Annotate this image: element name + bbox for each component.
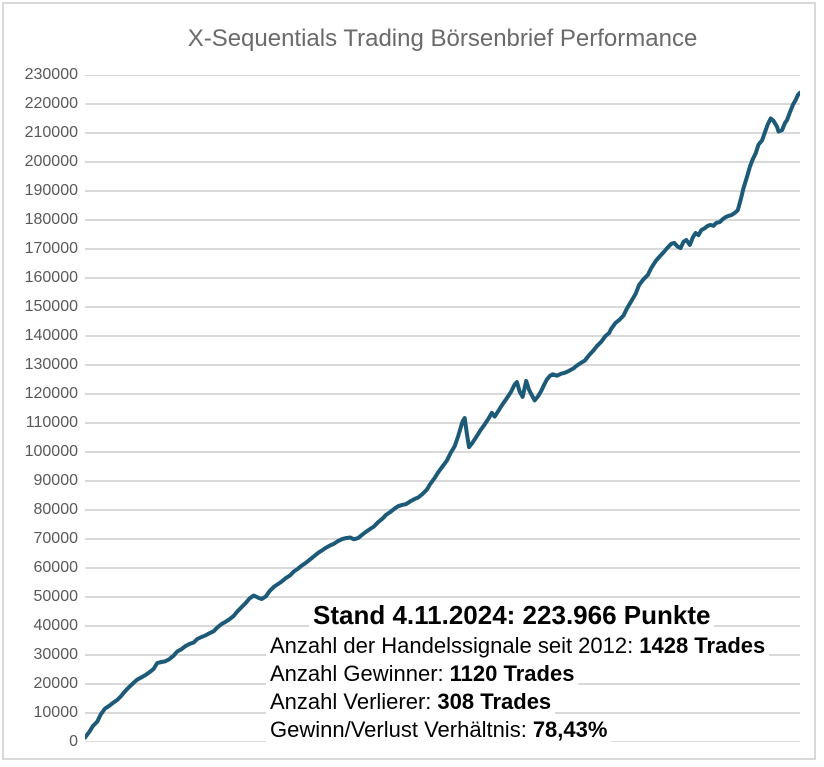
y-axis-tick-label: 50000 (33, 588, 79, 605)
y-axis-tick-label: 210000 (24, 124, 78, 141)
y-axis-tick-label: 200000 (24, 153, 78, 170)
chart-title: X-Sequentials Trading Börsenbrief Perfor… (187, 25, 698, 52)
y-axis-tick-label: 160000 (24, 269, 78, 286)
y-axis-tick-label: 180000 (24, 211, 78, 228)
y-axis-tick-label: 60000 (33, 559, 79, 576)
annotation-label: Gewinn/Verlust Verhältnis: (270, 717, 527, 742)
annotation-value: 78,43% (532, 717, 608, 742)
y-axis: 230000 220000 210000 200000 190000 180000 1700… (6, 0, 78, 767)
annotation-line-winloss-ratio: Gewinn/Verlust Verhältnis: 78,43% (266, 716, 612, 744)
y-axis-tick-label: 20000 (33, 675, 79, 692)
y-axis-tick-label: 0 (69, 733, 78, 750)
y-axis-tick-label: 80000 (33, 501, 79, 518)
y-axis-tick-label: 130000 (24, 356, 78, 373)
annotation-value: 1428 Trades (639, 633, 766, 658)
y-axis-tick-label: 10000 (33, 704, 79, 721)
annotation-value: 308 Trades (437, 689, 552, 714)
y-axis-tick-label: 110000 (25, 414, 78, 431)
annotation-label: Anzahl Verlierer: (270, 689, 432, 714)
equity-curve-line (85, 90, 800, 740)
y-axis-tick-label: 170000 (24, 240, 78, 257)
annotation-value: 1120 Trades (449, 661, 575, 686)
annotation-label: Anzahl Gewinner: (270, 661, 444, 686)
y-axis-tick-label: 150000 (24, 298, 78, 315)
annotation-headline-text: Stand 4.11.2024: 223.966 Punkte (313, 600, 711, 630)
y-axis-tick-label: 220000 (24, 95, 78, 112)
y-axis-tick-label: 100000 (24, 443, 78, 460)
annotation-line-winners: Anzahl Gewinner: 1120 Trades (266, 660, 579, 688)
y-axis-tick-label: 230000 (24, 66, 78, 83)
y-axis-tick-label: 190000 (24, 182, 78, 199)
annotation-label: Anzahl der Handelssignale seit 2012: (270, 633, 634, 658)
y-axis-tick-label: 90000 (33, 472, 79, 489)
annotation-line-losers: Anzahl Verlierer: 308 Trades (266, 688, 556, 716)
y-axis-tick-label: 30000 (33, 646, 79, 663)
annotation-headline: Stand 4.11.2024: 223.966 Punkte (309, 600, 715, 630)
annotation-line-signals: Anzahl der Handelssignale seit 2012: 1428… (266, 632, 770, 660)
y-axis-tick-label: 70000 (33, 530, 79, 547)
y-axis-tick-label: 40000 (33, 617, 79, 634)
y-axis-tick-label: 140000 (24, 327, 78, 344)
y-axis-tick-label: 120000 (24, 385, 78, 402)
